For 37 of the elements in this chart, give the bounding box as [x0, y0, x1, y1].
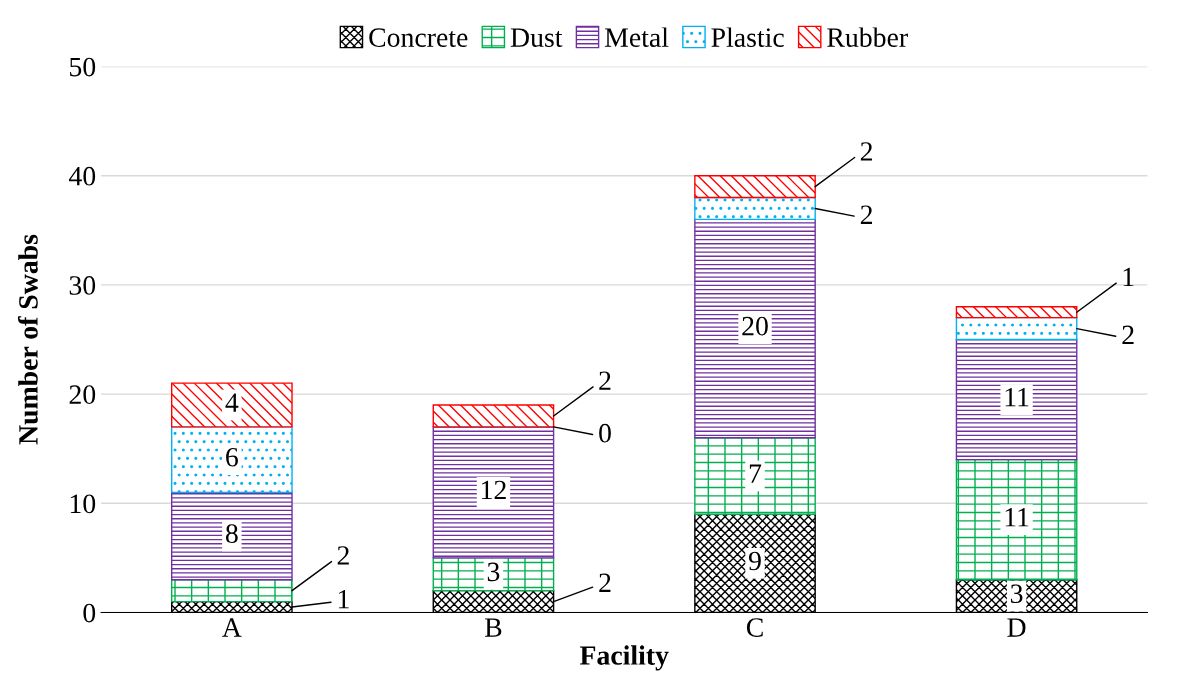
y-tick-label: 0	[83, 603, 96, 623]
data-label: 0	[599, 423, 611, 443]
data-label: 1	[1123, 267, 1134, 287]
data-label: 2	[599, 371, 611, 390]
data-label: 2	[337, 546, 349, 565]
data-label: 8	[225, 524, 238, 544]
data-label: 2	[860, 205, 872, 224]
y-tick-label: 40	[68, 166, 96, 186]
y-tick-label: 20	[69, 385, 96, 405]
legend-label: Concrete	[369, 28, 468, 47]
y-tick-label: 50	[70, 57, 96, 77]
x-tick-label: D	[1007, 618, 1026, 637]
data-label: 7	[749, 464, 762, 483]
data-label: 6	[226, 447, 238, 467]
data-label: 3	[1010, 584, 1023, 604]
data-label: 11	[1005, 387, 1029, 407]
data-label: 3	[487, 562, 500, 582]
data-label: 2	[860, 142, 872, 161]
legend-label: Dust	[510, 28, 563, 47]
data-label: 2	[1122, 325, 1134, 344]
y-tick-label: 10	[70, 494, 96, 514]
y-tick-label: 30	[69, 276, 96, 295]
data-label: 2	[599, 573, 611, 592]
x-tick-label: B	[484, 618, 502, 637]
data-label: 11	[1005, 508, 1029, 527]
legend-label: Rubber	[827, 27, 908, 47]
x-tick-label: A	[222, 618, 242, 637]
data-label: 12	[481, 480, 506, 500]
x-tick-label: C	[746, 618, 763, 637]
data-label: 1	[338, 589, 349, 609]
x-axis-title: Facility	[579, 645, 669, 671]
data-label: 9	[748, 551, 761, 571]
legend-label: Plastic	[711, 27, 784, 47]
legend-label: Metal	[604, 27, 669, 47]
data-label: 4	[225, 393, 239, 412]
data-label: 20	[742, 316, 768, 336]
y-axis-title: Number of Swabs	[17, 234, 38, 445]
